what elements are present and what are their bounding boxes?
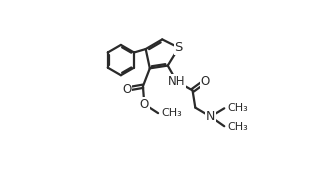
Text: CH₃: CH₃ <box>228 103 248 113</box>
Text: N: N <box>206 110 215 123</box>
Text: CH₃: CH₃ <box>162 108 182 118</box>
Text: O: O <box>200 75 210 88</box>
Text: CH₃: CH₃ <box>228 122 248 132</box>
Text: O: O <box>122 83 132 96</box>
Text: S: S <box>175 41 183 54</box>
Text: NH: NH <box>168 75 185 88</box>
Text: O: O <box>140 98 149 111</box>
